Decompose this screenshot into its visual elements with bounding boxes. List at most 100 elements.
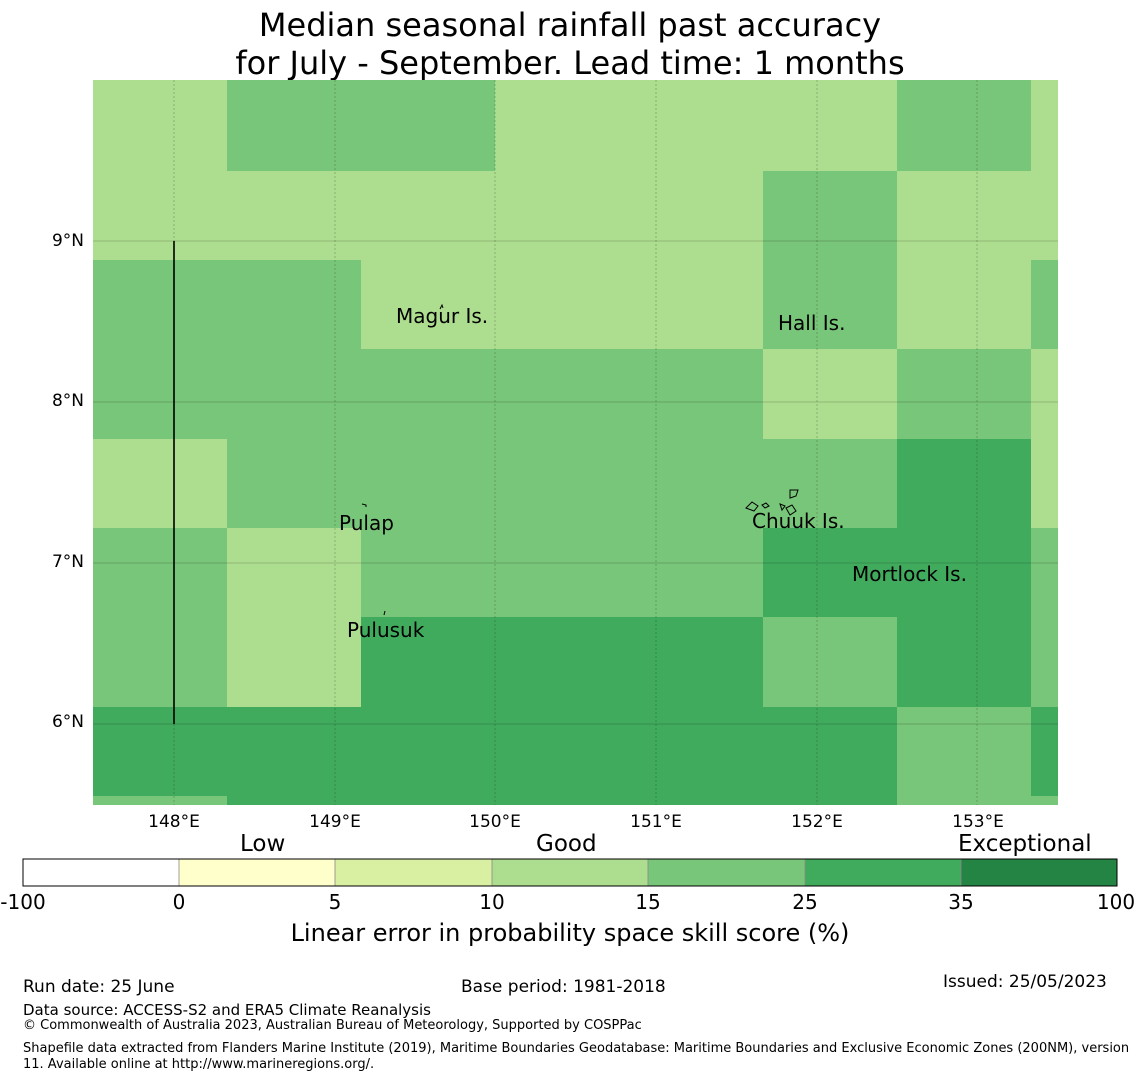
colorbar-frame [22,858,1118,887]
map-cell [93,349,227,439]
colorbar-label: Linear error in probability space skill … [290,919,850,947]
map-cell [361,349,495,439]
map-cell [93,171,227,260]
map-cell [897,617,1031,707]
lat-tick-8n: 8°N [51,391,84,411]
data-source: Data source: ACCESS-S2 and ERA5 Climate … [23,1001,431,1019]
map-cell [897,171,1031,260]
colorbar-tick: 0 [172,890,186,914]
map-cell [1031,349,1058,439]
lon-tick-153e: 153°E [952,812,1004,832]
map-cell [93,439,227,528]
colorbar-tick: 100 [1096,890,1136,914]
colorbar-segment [648,859,805,886]
map-cell [629,349,763,439]
colorbar-tick: 15 [635,890,661,914]
colorbar-tick: 35 [948,890,974,914]
lon-tick-151e: 151°E [630,812,682,832]
chart-title: Median seasonal rainfall past accuracy f… [0,6,1140,83]
category-label-low: Low [240,831,286,857]
map-cell [897,707,1031,796]
lon-tick-148e: 148°E [148,812,200,832]
map-cell [227,349,361,439]
run-date: Run date: 25 June [23,977,175,997]
map-cell [763,617,897,707]
island-pulusuk [383,610,386,616]
island-magur [439,303,444,310]
map-cell [495,617,629,707]
map-cell [763,439,897,528]
map-cell [763,260,897,349]
map-cell [629,528,763,617]
map-cell [897,528,1031,617]
copyright: © Commonwealth of Australia 2023, Austra… [23,1018,642,1033]
shapefile-credit: Shapefile data extracted from Flanders M… [23,1041,1130,1072]
map-cell [227,796,361,805]
map-cell [361,80,495,171]
colorbar-tick: 10 [479,890,505,914]
map-cell [227,707,361,796]
place-label-pulusuk: Pulusuk [347,618,425,642]
map-cell [227,80,361,171]
place-label-pulap: Pulap [339,511,394,535]
map-cell [361,260,495,349]
map-cell [227,528,361,617]
map-cell [93,528,227,617]
base-period: Base period: 1981-2018 [461,977,666,997]
map-cell [361,617,495,707]
map-cell [629,796,763,805]
map-cell [93,260,227,349]
island-chuuk [745,489,799,516]
colorbar-tick: 25 [792,890,818,914]
map-cell [629,260,763,349]
map-cell [227,617,361,707]
title-line-1: Median seasonal rainfall past accuracy [258,6,882,44]
map-cell [897,260,1031,349]
map-cell [629,171,763,260]
map-cell [1031,528,1058,617]
map-cell [361,796,495,805]
category-label-good: Good [536,831,597,857]
lat-tick-9n: 9°N [51,231,84,251]
map-cell [93,707,227,796]
lat-tick-7n: 7°N [51,552,84,572]
map-cell [227,439,361,528]
title-line-2: for July - September. Lead time: 1 month… [235,44,905,83]
map-cell [763,171,897,260]
map-cell [897,349,1031,439]
lon-tick-149e: 149°E [309,812,361,832]
map-cell [629,617,763,707]
map-cell [495,171,629,260]
colorbar-segment [961,859,1117,886]
map-cell [629,707,763,796]
map-cell [227,171,361,260]
category-label-exceptional: Exceptional [958,831,1092,857]
place-label-hall: Hall Is. [778,311,846,335]
map-cell [629,439,763,528]
place-label-chuuk: Chuuk Is. [752,509,845,533]
place-label-magur: Magur Is. [396,304,489,328]
map-cell [495,528,629,617]
lat-tick-6n: 6°N [51,712,84,732]
map-cell [897,80,1031,171]
place-label-mortlock: Mortlock Is. [852,562,967,586]
colorbar-segment [179,859,335,886]
map-cell [1031,439,1058,528]
map-cell [763,528,897,617]
map-cell [495,439,629,528]
map-cell [361,707,495,796]
lon-tick-150e: 150°E [469,812,521,832]
map-cell [361,528,495,617]
colorbar-segment [23,859,179,886]
map-cell [763,796,897,805]
island-pulap [361,503,367,507]
map-cell [1031,617,1058,707]
map-cell [1031,707,1058,796]
map-cell [495,707,629,796]
map-cell [897,796,1031,805]
map-cell [1031,796,1058,805]
map-cell [93,796,227,805]
map-cell [93,617,227,707]
lon-tick-152e: 152°E [791,812,843,832]
